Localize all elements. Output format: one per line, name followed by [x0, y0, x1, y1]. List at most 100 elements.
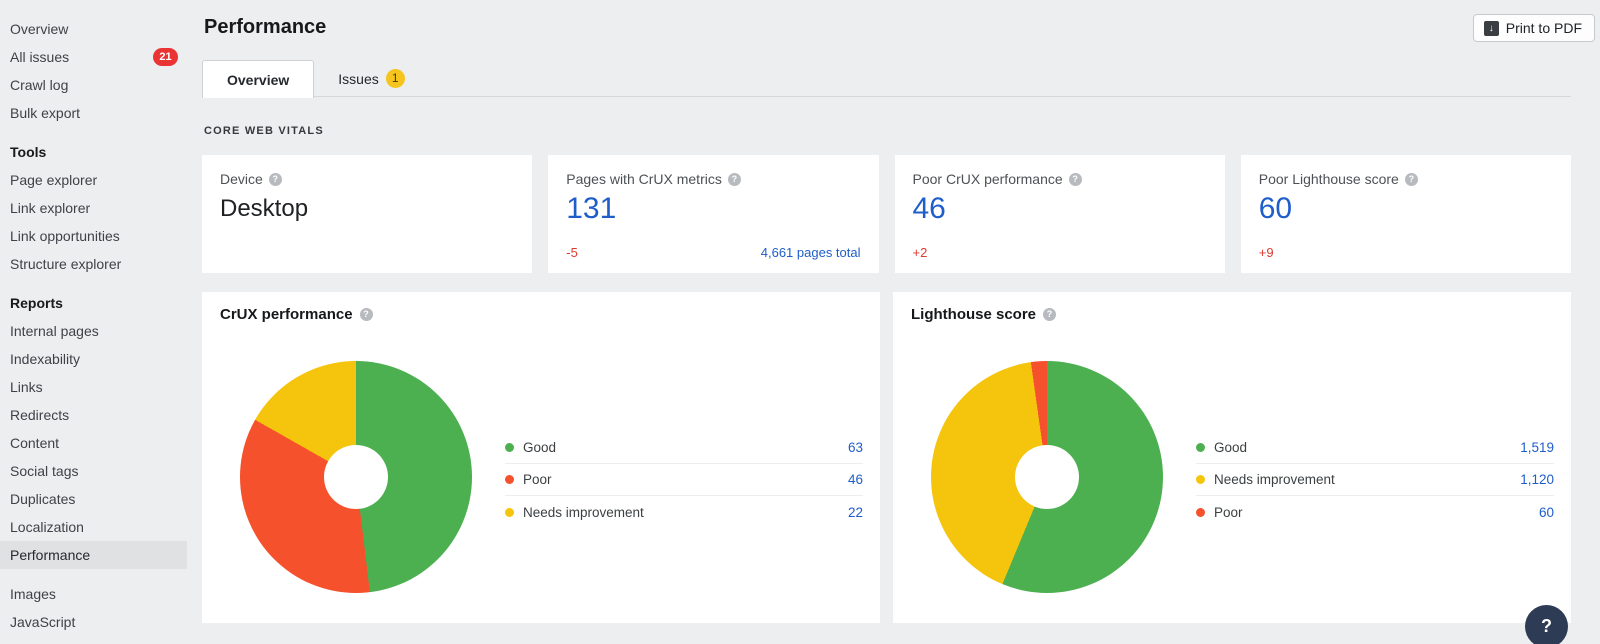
sidebar-item-images[interactable]: Images	[0, 580, 190, 608]
card-device: Device? Desktop	[202, 155, 532, 273]
legend-value-link[interactable]: 22	[848, 505, 863, 520]
sidebar-item-javascript[interactable]: JavaScript	[0, 608, 190, 636]
sidebar-item-label: Performance	[10, 547, 90, 563]
card-poor-crux-performance: Poor CrUX performance? 46 +2	[895, 155, 1225, 273]
help-icon[interactable]: ?	[1069, 173, 1082, 186]
legend-row-needs-improvement: Needs improvement 22	[505, 496, 863, 528]
legend-dot-icon	[1196, 443, 1205, 452]
legend-label: Poor	[1214, 505, 1243, 520]
chart-legend: Good1,519Needs improvement1,120Poor60	[1196, 432, 1554, 528]
sidebar-section-header-reports: Reports	[0, 289, 190, 317]
card-value: Desktop	[220, 195, 514, 223]
legend-row-poor: Poor46	[505, 464, 863, 496]
page-title: Performance	[204, 16, 326, 39]
sidebar-item-label: Bulk export	[10, 105, 80, 121]
sidebar-item-crawl-log[interactable]: Crawl log	[0, 71, 190, 99]
donut-hole	[1015, 445, 1079, 509]
sidebar-item-duplicates[interactable]: Duplicates	[0, 485, 190, 513]
sidebar-item-links[interactable]: Links	[0, 373, 190, 401]
tab-bar: Overview Issues1	[202, 60, 1571, 97]
legend-value-link[interactable]: 60	[1539, 505, 1554, 520]
core-web-vitals-label: CORE WEB VITALS	[204, 125, 324, 137]
card-footer: +9	[1259, 245, 1553, 260]
site-audit-page: Overview All issues 21 Crawl log Bulk export…	[0, 0, 1600, 644]
print-to-pdf-label: Print to PDF	[1506, 20, 1582, 36]
donut-chart-lighthouse-score[interactable]	[931, 361, 1163, 593]
sidebar-item-overview[interactable]: Overview	[0, 15, 190, 43]
chart-panels: CrUX performance?Good63Poor46Needs impro…	[202, 292, 1571, 623]
print-to-pdf-button[interactable]: ↓ Print to PDF	[1473, 14, 1595, 42]
legend-value-link[interactable]: 63	[848, 440, 863, 455]
tab-issues-badge: 1	[386, 69, 405, 88]
question-mark-icon: ?	[1541, 616, 1552, 637]
card-value: 131	[566, 192, 860, 226]
sidebar-item-label: All issues	[10, 49, 69, 65]
panel-title-text: CrUX performance	[220, 306, 353, 323]
help-icon[interactable]: ?	[1405, 173, 1418, 186]
legend-row-needs-improvement: Needs improvement1,120	[1196, 464, 1554, 496]
pages-total-link[interactable]: 4,661 pages total	[761, 245, 861, 260]
sidebar-item-redirects[interactable]: Redirects	[0, 401, 190, 429]
sidebar-item-structure-explorer[interactable]: Structure explorer	[0, 250, 190, 278]
sidebar-item-link-explorer[interactable]: Link explorer	[0, 194, 190, 222]
card-label: Poor Lighthouse score?	[1259, 171, 1553, 187]
sidebar-item-localization[interactable]: Localization	[0, 513, 190, 541]
sidebar-item-label: Internal pages	[10, 323, 99, 339]
donut-chart-crux-performance[interactable]	[240, 361, 472, 593]
sidebar-item-label: Localization	[10, 519, 84, 535]
donut-hole	[324, 445, 388, 509]
card-label-text: Pages with CrUX metrics	[566, 171, 722, 187]
metric-cards: Device? Desktop Pages with CrUX metrics? 13…	[202, 155, 1571, 273]
card-value: 60	[1259, 192, 1553, 226]
panel-title: CrUX performance?	[220, 306, 373, 323]
sidebar-item-label: Crawl log	[10, 77, 68, 93]
sidebar-item-bulk-export[interactable]: Bulk export	[0, 99, 190, 127]
card-footer: +2	[913, 245, 1207, 260]
help-icon[interactable]: ?	[728, 173, 741, 186]
sidebar-section: ToolsPage explorerLink explorerLink oppo…	[0, 138, 190, 278]
card-label: Pages with CrUX metrics?	[566, 171, 860, 187]
sidebar: Overview All issues 21 Crawl log Bulk export…	[0, 0, 190, 644]
sidebar-item-link-opportunities[interactable]: Link opportunities	[0, 222, 190, 250]
legend-row-poor: Poor 60	[1196, 496, 1554, 528]
sidebar-item-all-issues[interactable]: All issues 21	[0, 43, 190, 71]
card-label: Device?	[220, 171, 514, 187]
help-icon[interactable]: ?	[1043, 308, 1056, 321]
sidebar-item-label: Content	[10, 435, 59, 451]
tab-overview[interactable]: Overview	[202, 60, 314, 98]
card-poor-lighthouse-score: Poor Lighthouse score? 60 +9	[1241, 155, 1571, 273]
tab-issues[interactable]: Issues1	[314, 60, 428, 97]
sidebar-item-performance[interactable]: Performance	[0, 541, 187, 569]
sidebar-item-internal-pages[interactable]: Internal pages	[0, 317, 190, 345]
card-label-text: Poor CrUX performance	[913, 171, 1063, 187]
sidebar-item-content[interactable]: Content	[0, 429, 190, 457]
sidebar-item-label: Overview	[10, 21, 68, 37]
tab-label: Overview	[227, 72, 289, 88]
card-delta: -5	[566, 245, 578, 260]
sidebar-section-header-tools: Tools	[0, 138, 190, 166]
sidebar-item-social-tags[interactable]: Social tags	[0, 457, 190, 485]
legend-value-link[interactable]: 1,120	[1520, 472, 1554, 487]
legend-value-link[interactable]: 1,519	[1520, 440, 1554, 455]
card-value: 46	[913, 192, 1207, 226]
issues-count-badge: 21	[153, 48, 178, 66]
help-button[interactable]: ?	[1525, 605, 1568, 644]
download-document-icon: ↓	[1484, 21, 1499, 36]
sidebar-item-page-explorer[interactable]: Page explorer	[0, 166, 190, 194]
panel-title-text: Lighthouse score	[911, 306, 1036, 323]
legend-dot-icon	[1196, 508, 1205, 517]
card-footer: -5 4,661 pages total	[566, 245, 860, 260]
legend-value-link[interactable]: 46	[848, 472, 863, 487]
chart-legend: Good63Poor46 Needs improvement 22	[505, 432, 863, 528]
sidebar-item-indexability[interactable]: Indexability	[0, 345, 190, 373]
legend-label: Needs improvement	[523, 505, 644, 520]
sidebar-item-label: Images	[10, 586, 56, 602]
help-icon[interactable]: ?	[269, 173, 282, 186]
help-icon[interactable]: ?	[360, 308, 373, 321]
card-pages-with-crux-metrics: Pages with CrUX metrics? 131 -5 4,661 pages…	[548, 155, 878, 273]
legend-dot-icon	[505, 508, 514, 517]
sidebar-item-label: Duplicates	[10, 491, 75, 507]
sidebar-item-label: Links	[10, 379, 43, 395]
legend-row-good: Good63	[505, 432, 863, 464]
card-delta: +9	[1259, 245, 1274, 260]
